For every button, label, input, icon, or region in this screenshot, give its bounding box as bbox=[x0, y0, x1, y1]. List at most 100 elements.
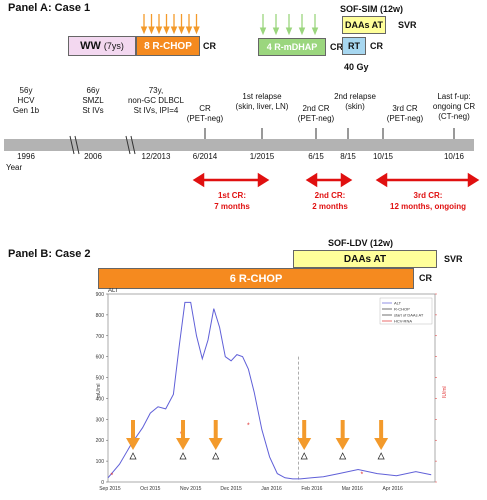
x-tick-label: Oct 2015 bbox=[140, 486, 161, 492]
ylabel-left: mU/ml bbox=[96, 384, 102, 398]
legend-entry: start of DAAs AT bbox=[394, 313, 424, 318]
rchop-dose-arrow bbox=[148, 14, 155, 35]
ww-years: (7ys) bbox=[103, 41, 124, 51]
milestone-line: (skin, liver, LN) bbox=[235, 102, 289, 111]
rchop-arrow bbox=[208, 420, 223, 460]
rchop-triangle bbox=[212, 452, 220, 460]
year-label: Year bbox=[6, 163, 23, 172]
cr-period-arrows bbox=[192, 172, 480, 188]
rchop-triangle bbox=[300, 452, 308, 460]
milestone-line: 2nd relapse bbox=[334, 92, 376, 101]
milestone-line: ongoing CR bbox=[432, 102, 476, 111]
timeline-date: 12/2013 bbox=[141, 152, 171, 161]
legend-entry: ALT bbox=[394, 301, 402, 306]
cr-period-line: 12 months, ongoing bbox=[390, 202, 466, 211]
milestone-line: HCV bbox=[17, 96, 35, 105]
milestone-line: Gen 1b bbox=[12, 106, 40, 115]
milestone-line: 2nd CR bbox=[302, 104, 330, 113]
rchop-dose-arrow bbox=[163, 14, 170, 35]
rchop-box-b: 6 R-CHOP bbox=[98, 268, 414, 289]
y-tick-label: 0 bbox=[101, 480, 104, 486]
milestone-line: (PET-neg) bbox=[186, 114, 224, 123]
rmdhap-dose-arrow bbox=[311, 14, 319, 36]
milestone-line: 3rd CR bbox=[392, 104, 418, 113]
chart-top-label: ALT bbox=[108, 288, 119, 294]
cr-period-line: 3rd CR: bbox=[413, 191, 443, 200]
timeline-date: 6/2014 bbox=[192, 152, 218, 161]
rchop-dose-arrow bbox=[170, 14, 178, 35]
milestone-6: 2nd CR (PET-neg) bbox=[298, 104, 334, 124]
x-tick-label: Sep 2015 bbox=[99, 486, 121, 492]
cr-after-rt: CR bbox=[370, 41, 383, 51]
rt-box: RT bbox=[342, 37, 366, 55]
hcv-point: * bbox=[361, 472, 364, 479]
treatment-arrows-a bbox=[140, 14, 319, 36]
rchop-box-a: 8 R-CHOP bbox=[136, 36, 200, 56]
rchop-arrow bbox=[374, 420, 389, 460]
y-tick-label: 800 bbox=[96, 313, 105, 319]
cr-label-b: CR bbox=[419, 273, 432, 283]
x-tick-label: Nov 2015 bbox=[180, 486, 202, 492]
hcv-point: * bbox=[247, 423, 250, 430]
timeline-date: 1/2015 bbox=[249, 152, 275, 161]
milestone-line: 73y, bbox=[148, 86, 164, 95]
rchop-dose-arrow bbox=[140, 14, 148, 35]
milestone-line: non-GC DLBCL bbox=[127, 96, 185, 105]
milestone-line: CR bbox=[199, 104, 211, 113]
milestone-line: (PET-neg) bbox=[386, 114, 424, 123]
milestone-1: 56y HCV Gen 1b bbox=[13, 86, 39, 116]
hcv-point: * bbox=[266, 288, 269, 292]
milestone-4: CR (PET-neg) bbox=[187, 104, 223, 124]
milestone-line: 1st relapse bbox=[242, 92, 282, 101]
y-tick-label: 500 bbox=[96, 376, 105, 382]
cr-period-line: 2nd CR: bbox=[314, 191, 346, 200]
y-tick-label: 700 bbox=[96, 334, 105, 340]
milestone-line: Last f-up: bbox=[437, 92, 471, 101]
rmdhap-dose-arrow bbox=[272, 14, 280, 36]
milestone-line: (CT-neg) bbox=[438, 112, 470, 121]
timeline-bar bbox=[4, 128, 474, 155]
rchop-triangle bbox=[339, 452, 347, 460]
milestone-line: (skin) bbox=[345, 102, 365, 111]
y-tick-label: 100 bbox=[96, 459, 105, 465]
hcv-point: * bbox=[110, 473, 113, 480]
rchop-dose-arrow bbox=[155, 14, 163, 35]
x-tick-label: Feb 2016 bbox=[301, 486, 322, 492]
rchop-triangle bbox=[179, 452, 187, 460]
timeline-date: 2006 bbox=[84, 152, 102, 161]
cr-period-label-1: 1st CR: 7 months bbox=[214, 190, 250, 212]
x-tick-label: Dec 2015 bbox=[220, 486, 242, 492]
x-tick-label: Mar 2016 bbox=[342, 486, 363, 492]
svr-label-b: SVR bbox=[444, 254, 463, 264]
timeline-date: 6/15 bbox=[308, 152, 324, 161]
cr-period-label-3: 3rd CR: 12 months, ongoing bbox=[390, 190, 466, 212]
milestone-8: 3rd CR (PET-neg) bbox=[387, 104, 423, 124]
alt-series-line bbox=[107, 301, 432, 480]
milestone-5: 1st relapse (skin, liver, LN) bbox=[236, 92, 289, 112]
panel-b-title: Panel B: Case 2 bbox=[8, 248, 91, 260]
rchop-arrow bbox=[126, 420, 141, 460]
ww-label: WW bbox=[80, 40, 101, 52]
cr-period-line: 1st CR: bbox=[217, 191, 246, 200]
rchop-arrow bbox=[297, 420, 312, 460]
panel-a-title: Panel A: Case 1 bbox=[8, 2, 91, 14]
timeline-date: 1996 bbox=[17, 152, 35, 161]
y-tick-label: 200 bbox=[96, 438, 105, 444]
ylabel-right: IU/ml bbox=[442, 386, 448, 398]
daas-box-a: DAAs AT bbox=[342, 16, 386, 34]
milestone-3: 73y, non-GC DLBCL St IVs, IPI=4 bbox=[128, 86, 184, 116]
legend-entry: HCV-RNA bbox=[394, 319, 412, 324]
y-tick-label: 400 bbox=[96, 396, 105, 402]
cr-period-line: 7 months bbox=[214, 202, 250, 211]
rchop-dose-arrow bbox=[193, 14, 200, 35]
timeline-date: 10/15 bbox=[372, 152, 394, 161]
x-tick-label: Apr 2016 bbox=[383, 486, 404, 492]
legend-entry: R-CHOP bbox=[394, 307, 410, 312]
milestone-line: 66y bbox=[86, 86, 100, 95]
timeline-date: 10/16 bbox=[443, 152, 465, 161]
milestone-2: 66y SMZL St IVs bbox=[82, 86, 103, 116]
milestone-line: (PET-neg) bbox=[297, 114, 335, 123]
y-tick-label: 900 bbox=[96, 292, 105, 298]
rmdhap-box: 4 R-mDHAP bbox=[258, 38, 326, 56]
milestone-line: St IVs bbox=[82, 106, 104, 115]
